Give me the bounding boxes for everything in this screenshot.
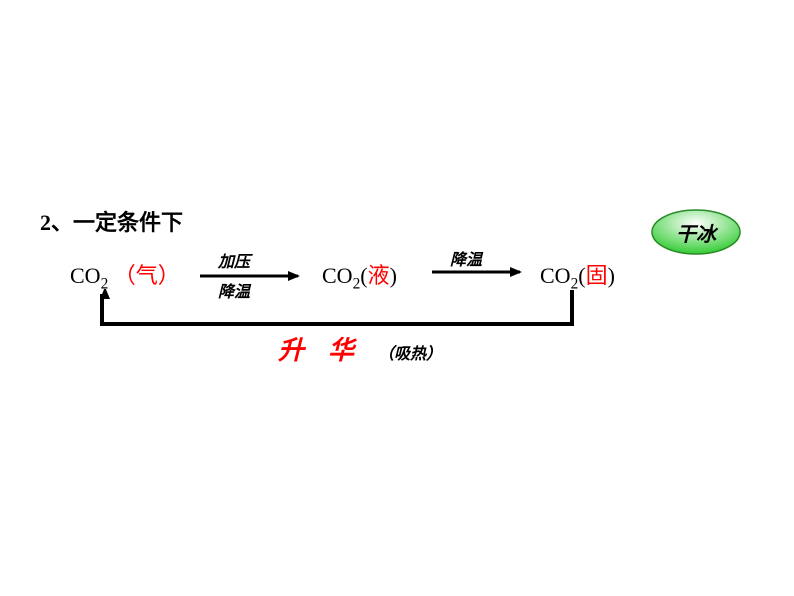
paren-left: ( bbox=[578, 263, 585, 288]
paren-left: ( bbox=[360, 263, 367, 288]
dry-ice-label: 干冰 bbox=[652, 210, 740, 254]
arrow1-top-label: 加压 bbox=[218, 248, 250, 272]
arrow1-bottom-label: 降温 bbox=[218, 278, 250, 302]
diagram-svg bbox=[0, 0, 794, 596]
sublimation-paren: （吸热） bbox=[378, 346, 442, 363]
formula-co: CO bbox=[540, 263, 571, 288]
return-arrow-path bbox=[102, 290, 572, 324]
formula-co: CO bbox=[70, 263, 101, 288]
node-co2-liquid: CO2(液) bbox=[322, 258, 397, 293]
paren-right: ) bbox=[608, 263, 615, 288]
node-co2-solid: CO2(固) bbox=[540, 258, 615, 293]
node-co2-gas: CO2 （气） bbox=[70, 258, 180, 293]
dry-ice-text: 干冰 bbox=[676, 218, 716, 247]
state-gas: 气 bbox=[136, 263, 158, 288]
state-solid: 固 bbox=[586, 263, 608, 288]
paren-right: ） bbox=[158, 263, 180, 288]
sublimation-main: 升华 bbox=[278, 336, 378, 365]
arrow2-top-label: 降温 bbox=[450, 246, 482, 270]
paren-left: （ bbox=[114, 263, 136, 288]
paren-right: ) bbox=[390, 263, 397, 288]
sublimation-label: 升华（吸热） bbox=[278, 330, 442, 367]
formula-co: CO bbox=[322, 263, 353, 288]
formula-sub: 2 bbox=[101, 275, 109, 292]
state-liquid: 液 bbox=[368, 263, 390, 288]
